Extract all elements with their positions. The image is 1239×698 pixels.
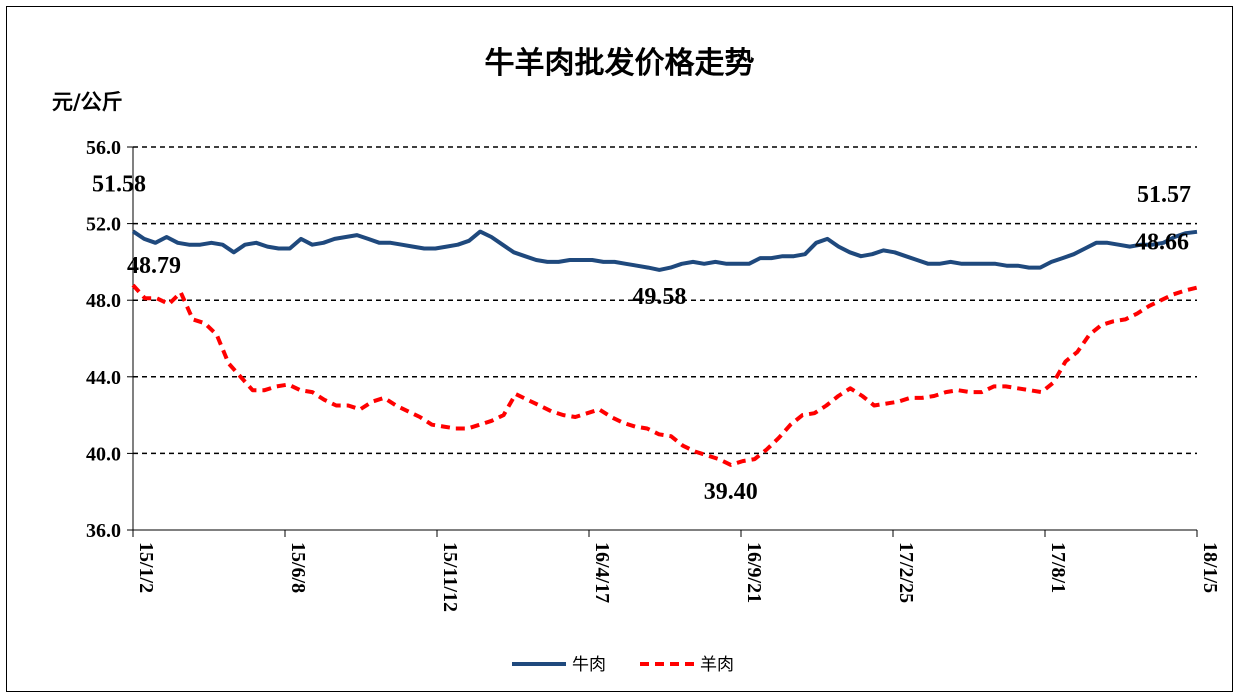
y-tick-label: 36.0 (86, 520, 121, 542)
y-tick-label: 52.0 (86, 214, 121, 236)
data-label: 51.57 (1137, 182, 1191, 208)
x-tick-label: 18/1/5 (1199, 542, 1221, 593)
legend-label: 牛肉 (572, 655, 606, 674)
x-tick-label: 17/8/1 (1047, 542, 1069, 593)
y-tick-label: 40.0 (86, 443, 121, 465)
series-line-mutton (131, 283, 1198, 467)
axes (127, 146, 1198, 537)
legend-label: 羊肉 (700, 655, 734, 674)
x-tick-label: 16/4/17 (591, 542, 613, 603)
y-tick-label: 56.0 (86, 137, 121, 159)
x-tick-label: 17/2/25 (895, 542, 917, 603)
y-tick-label: 48.0 (86, 290, 121, 312)
legend: 牛肉 羊肉 (512, 655, 734, 674)
y-tick-label: 44.0 (86, 367, 121, 389)
x-tick-label: 16/9/21 (743, 542, 765, 603)
data-label: 48.66 (1135, 230, 1189, 256)
data-label: 48.79 (127, 253, 181, 279)
x-tick-label: 15/6/8 (287, 542, 309, 593)
chart-title: 牛羊肉批发价格走势 (484, 46, 755, 81)
data-label: 39.40 (704, 479, 758, 505)
x-tick-labels: 15/1/2 15/6/8 15/11/12 16/4/17 16/9/21 17/2/2… (135, 542, 1221, 612)
series-lines (131, 229, 1198, 467)
x-tick-label: 15/11/12 (439, 542, 461, 612)
data-label: 49.58 (632, 284, 686, 310)
y-axis-label: 元/公斤 (52, 90, 123, 114)
chart-frame (6, 6, 1233, 692)
y-tick-labels: 36.0 40.0 44.0 48.0 52.0 56.0 (86, 137, 121, 542)
gridlines (133, 146, 1197, 455)
data-label: 51.58 (92, 171, 146, 197)
x-tick-label: 15/1/2 (135, 542, 157, 593)
data-annotations: 48.79 51.58 49.58 39.40 51.57 48.66 (92, 171, 1191, 505)
series-line-beef (131, 229, 1198, 272)
